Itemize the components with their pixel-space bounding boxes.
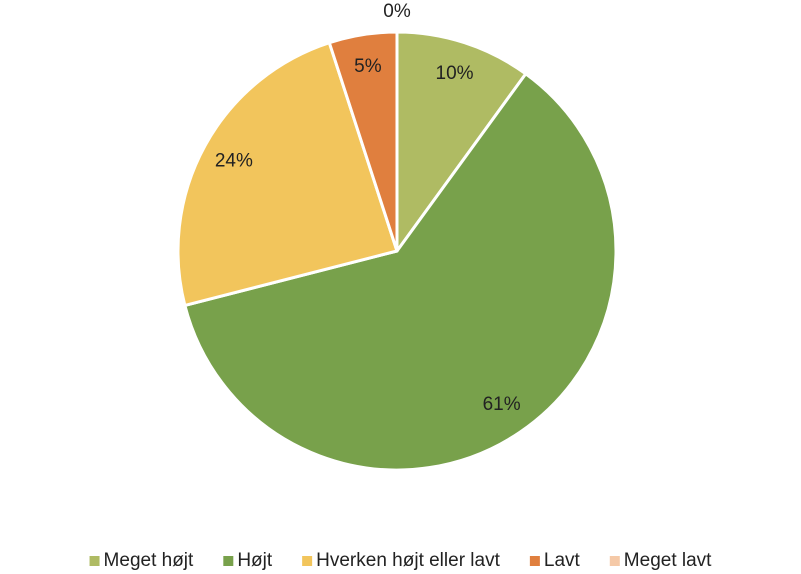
pie-slice xyxy=(395,30,528,253)
data-label: 61% xyxy=(483,394,521,415)
legend-marker xyxy=(302,556,313,566)
legend-marker xyxy=(89,556,100,566)
legend-label: Meget højt xyxy=(104,550,194,571)
legend-label: Højt xyxy=(237,550,273,571)
legend-marker xyxy=(223,556,234,566)
legend-marker xyxy=(609,556,620,566)
legend-label: Lavt xyxy=(544,550,581,571)
legend-label: Hverken højt eller lavt xyxy=(316,550,500,571)
data-label: 5% xyxy=(354,56,382,77)
legend-label: Meget lavt xyxy=(624,550,712,571)
data-label: 24% xyxy=(215,150,253,171)
data-label: 10% xyxy=(436,63,474,84)
pie-slice xyxy=(176,41,399,307)
data-label: 0% xyxy=(383,1,411,22)
pie-slice xyxy=(183,72,618,472)
legend-marker xyxy=(529,556,540,566)
